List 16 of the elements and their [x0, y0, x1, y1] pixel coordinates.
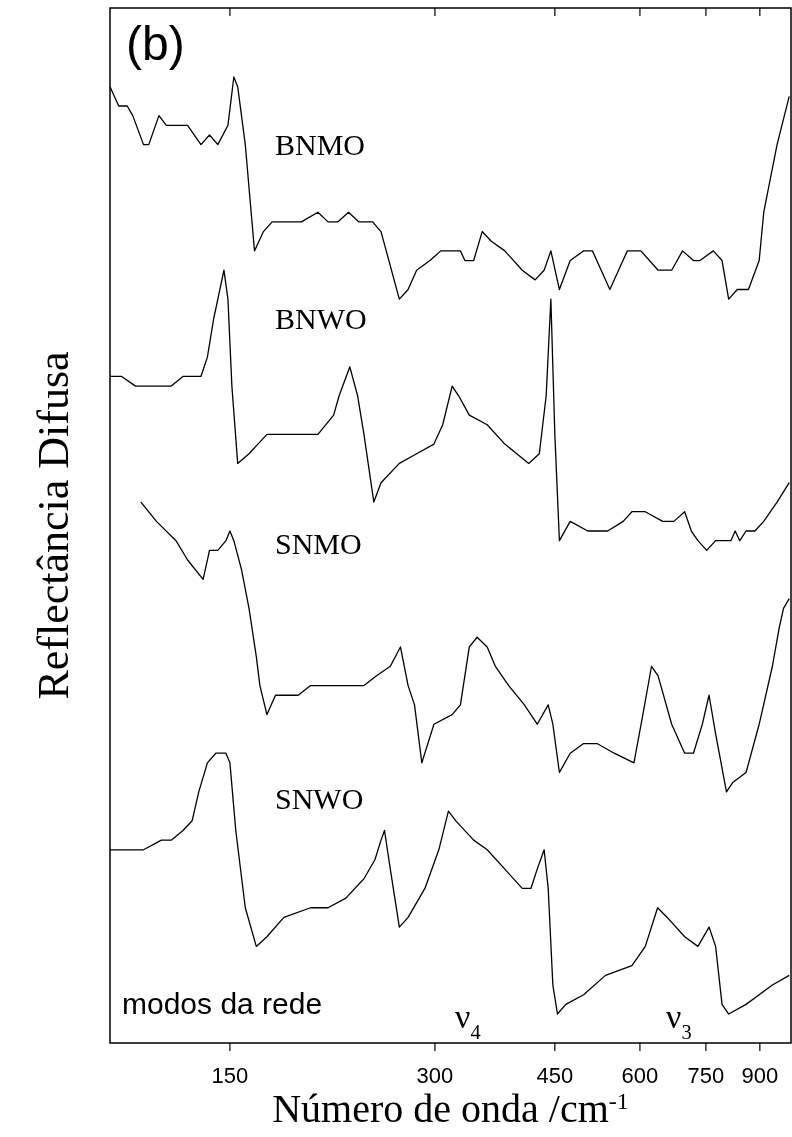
x-tick-label: 450	[536, 1063, 574, 1088]
series-label: SNWO	[275, 782, 364, 816]
series-label: BNMO	[275, 128, 366, 161]
text: (b)	[126, 17, 185, 70]
x-tick-label: 750	[687, 1063, 725, 1088]
y-axis-title: Reflectância Difusa	[29, 351, 78, 700]
series-label: BNWO	[275, 302, 367, 336]
annotation: ν$_{3}$	[666, 998, 692, 1043]
x-tick-label: 300	[416, 1063, 454, 1088]
x-axis-title: Número de onda /cm$^{-1}$	[272, 1086, 629, 1131]
annotation: ν$_{4}$	[455, 998, 481, 1043]
series-label: SNMO	[275, 527, 362, 561]
x-tick-label: 150	[211, 1063, 249, 1088]
annotation: modos da rede	[122, 987, 323, 1020]
x-tick-label: 600	[621, 1063, 659, 1088]
x-tick-label: 900	[741, 1063, 779, 1088]
